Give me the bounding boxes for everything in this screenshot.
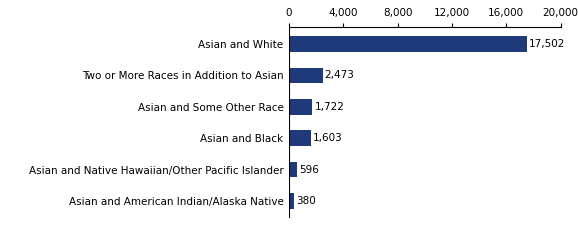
Bar [289, 193, 294, 209]
Bar [289, 99, 312, 115]
Text: 596: 596 [299, 165, 319, 175]
Text: 1,722: 1,722 [314, 102, 344, 112]
Bar [289, 130, 311, 146]
Bar [289, 68, 323, 83]
Bar [289, 162, 297, 177]
Text: 2,473: 2,473 [325, 70, 354, 80]
Text: 17,502: 17,502 [529, 39, 565, 49]
Text: 1,603: 1,603 [313, 133, 343, 143]
Bar [289, 36, 527, 52]
Text: 380: 380 [296, 196, 316, 206]
